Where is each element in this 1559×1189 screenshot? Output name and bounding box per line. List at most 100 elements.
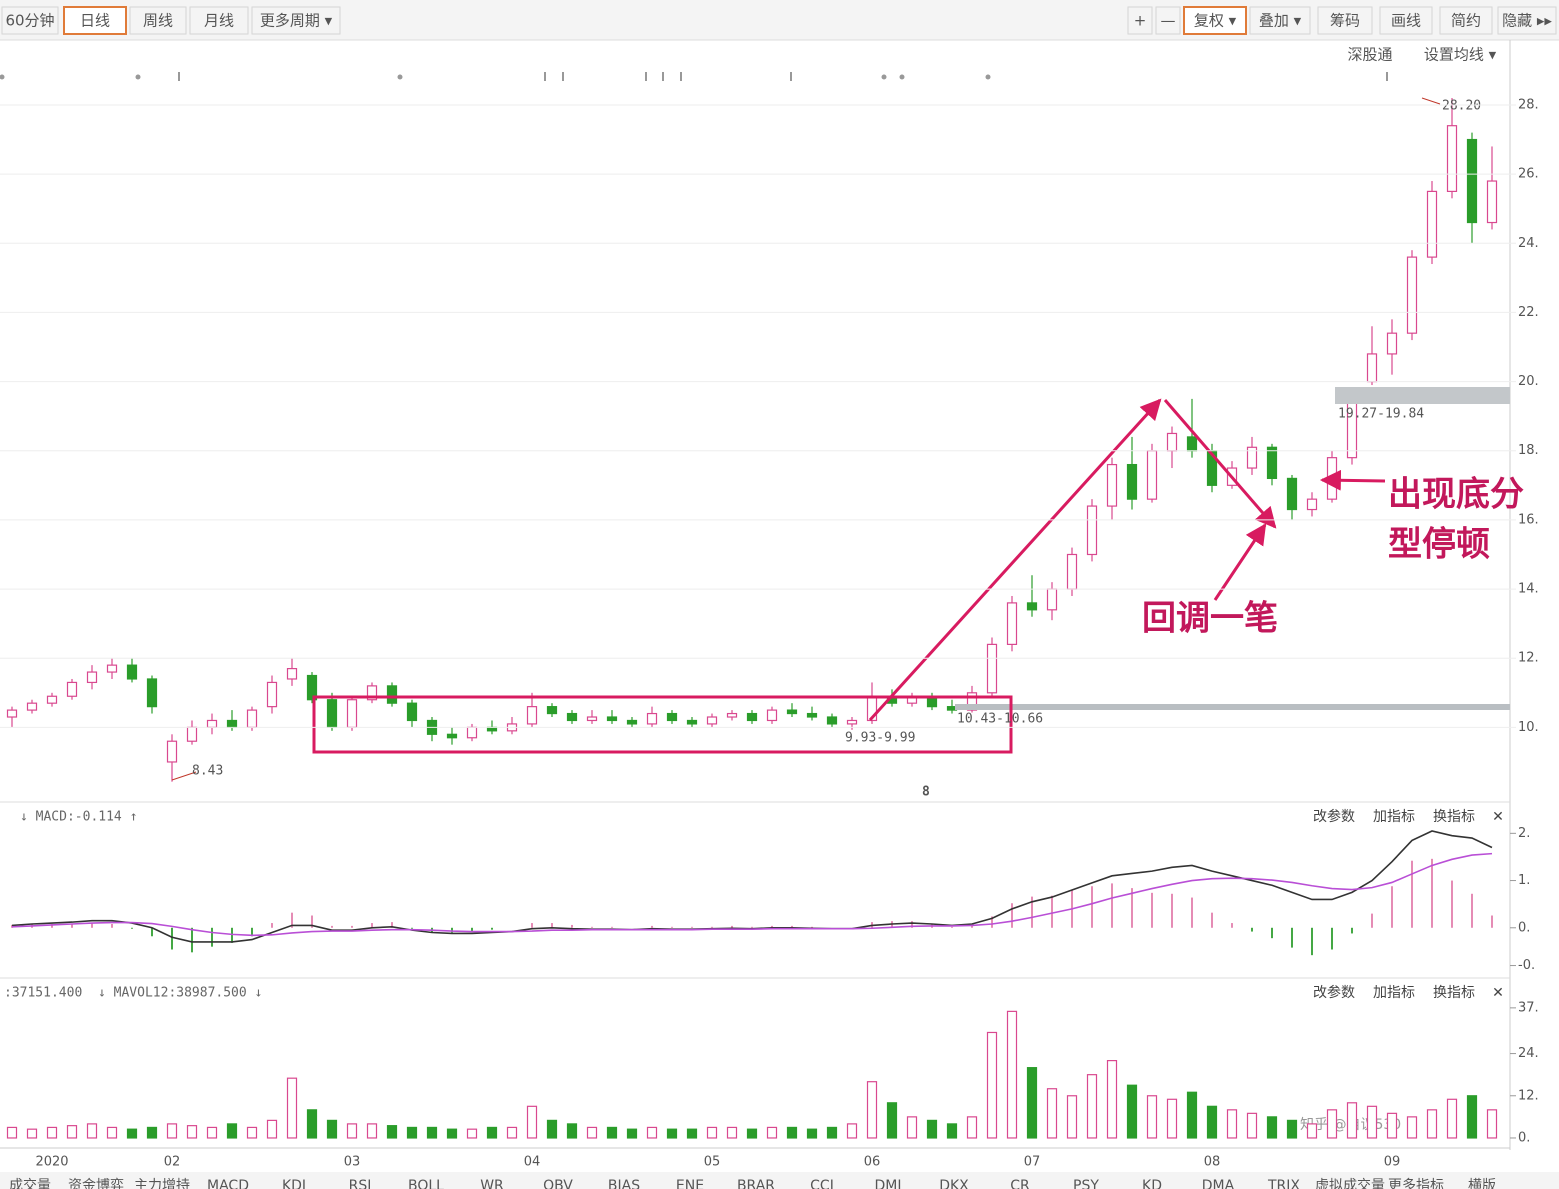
candle-body — [706, 716, 718, 725]
toolbar-button[interactable] — [1, 6, 59, 35]
y-tick-label: 12. — [1518, 651, 1539, 666]
toolbar-button[interactable] — [1249, 6, 1311, 35]
toolbar-text[interactable]: 设置均线 ▾ — [1424, 46, 1497, 64]
candle-body — [486, 726, 498, 732]
indicator-tab[interactable]: OBV — [543, 1178, 573, 1189]
volume-bar — [1146, 1095, 1158, 1139]
toolbar-button-label[interactable]: 筹码 — [1330, 12, 1360, 30]
indicator-tab[interactable]: 成交量 — [9, 1177, 51, 1189]
indicator-tab[interactable]: ENE — [676, 1178, 704, 1189]
toolbar-button-label[interactable]: 简约 — [1451, 12, 1481, 30]
toolbar-button-label[interactable]: 周线 — [143, 12, 173, 30]
toolbar-button[interactable] — [1439, 6, 1493, 35]
panel-button[interactable]: 改参数 — [1313, 808, 1355, 825]
volume-bar — [1226, 1109, 1238, 1139]
volume-bar — [886, 1102, 898, 1139]
candle-body — [806, 712, 818, 718]
volume-bar — [146, 1126, 158, 1139]
toolbar-button[interactable] — [189, 6, 249, 35]
volume-bar — [966, 1116, 978, 1139]
toolbar-button[interactable] — [1155, 6, 1181, 35]
volume-bar — [586, 1126, 598, 1139]
volume-bar — [1066, 1095, 1078, 1139]
candle-body — [26, 702, 38, 711]
candle-body — [826, 716, 838, 725]
volume-bar — [6, 1126, 18, 1139]
panel-button[interactable]: 加指标 — [1373, 985, 1415, 1001]
toolbar-button-label[interactable]: — — [1161, 12, 1176, 30]
indicator-tab[interactable]: RSI — [349, 1178, 372, 1189]
indicator-tab[interactable]: WR — [480, 1178, 504, 1189]
panel-button[interactable]: 换指标 — [1433, 808, 1475, 825]
gap-zone — [1335, 387, 1510, 404]
toolbar-button[interactable] — [251, 6, 341, 35]
toolbar-button-label[interactable]: 画线 — [1391, 12, 1421, 30]
indicator-tab[interactable]: BIAS — [608, 1178, 640, 1189]
indicator-tab[interactable]: KDJ — [282, 1178, 306, 1189]
toolbar-button-label[interactable]: 日线 — [80, 12, 110, 30]
panel-button[interactable]: ✕ — [1492, 985, 1504, 1001]
indicator-tab[interactable]: MACD — [207, 1178, 249, 1189]
panel-button[interactable]: 改参数 — [1313, 984, 1355, 1001]
volume-bar — [46, 1126, 58, 1139]
volume-bar — [1306, 1123, 1318, 1139]
panel-button[interactable]: 加指标 — [1373, 809, 1415, 825]
indicator-tab[interactable]: 虚拟成交量 — [1315, 1177, 1385, 1189]
candle-body — [1066, 553, 1078, 590]
panel-button[interactable]: ✕ — [1492, 809, 1504, 825]
volume-bar — [386, 1125, 398, 1139]
y-tick-label: 0. — [1518, 1130, 1530, 1145]
toolbar-button[interactable] — [1317, 6, 1373, 35]
indicator-tab[interactable]: DMI — [875, 1178, 902, 1189]
y-tick-label: 0. — [1518, 920, 1530, 935]
toolbar-button[interactable] — [63, 6, 127, 35]
toolbar-button[interactable] — [1127, 6, 1153, 35]
indicator-tab[interactable]: BOLL — [408, 1178, 444, 1189]
indicator-tab[interactable]: PSY — [1073, 1178, 1099, 1189]
volume-bar — [866, 1081, 878, 1139]
toolbar-button-label[interactable]: + — [1134, 12, 1147, 30]
toolbar-button-label[interactable]: 60分钟 — [5, 12, 54, 30]
indicator-tab[interactable]: DMA — [1202, 1178, 1235, 1189]
toolbar-button-label[interactable]: 月线 — [204, 12, 234, 30]
toolbar-button-label[interactable]: 隐藏 ▸▸ — [1502, 12, 1552, 30]
indicator-tab[interactable]: 资金博弈 — [68, 1177, 124, 1189]
indicator-tab[interactable]: DKX — [939, 1178, 969, 1189]
candle-body — [66, 681, 78, 697]
candle-body — [666, 712, 678, 722]
indicator-tab[interactable]: BRAR — [737, 1178, 775, 1189]
toolbar-button-label[interactable]: 更多周期 ▾ — [260, 12, 333, 30]
gap-zone — [955, 704, 1510, 710]
macd-line — [11, 830, 1493, 943]
y-tick-label: 37. — [1518, 1000, 1539, 1015]
toolbar-button[interactable] — [1379, 6, 1433, 35]
toolbar-button-label[interactable]: 复权 ▾ — [1194, 12, 1237, 30]
indicator-tab[interactable]: CR — [1010, 1178, 1030, 1189]
volume-bar — [366, 1123, 378, 1139]
volume-bar — [1446, 1098, 1458, 1139]
toolbar-button[interactable] — [1183, 6, 1247, 35]
indicator-tab[interactable]: KD — [1142, 1178, 1162, 1189]
toolbar-button[interactable] — [1497, 6, 1557, 35]
toolbar-button-label[interactable]: 叠加 ▾ — [1259, 12, 1302, 30]
volume-bar — [826, 1126, 838, 1139]
toolbar-button[interactable] — [129, 6, 187, 35]
indicator-tab[interactable]: CCI — [810, 1178, 834, 1189]
y-tick-label: 1. — [1518, 873, 1530, 888]
volume-bar — [946, 1123, 958, 1139]
candle-body — [326, 699, 338, 728]
toolbar-text[interactable]: 深股通 — [1347, 46, 1392, 64]
panel-button[interactable]: 换指标 — [1433, 984, 1475, 1001]
indicator-tab[interactable]: 主力增持 — [134, 1178, 190, 1189]
indicator-header: ↓ MAVOL12:38987.500 ↓ — [98, 986, 262, 1001]
volume-bar — [326, 1119, 338, 1139]
price-label: 8.43 — [192, 764, 223, 779]
indicator-tab[interactable]: TRIX — [1267, 1178, 1300, 1189]
candle-body — [1106, 463, 1118, 507]
indicator-tab[interactable]: 更多指标 — [1388, 1177, 1444, 1189]
volume-bar — [1426, 1109, 1438, 1139]
volume-bar — [766, 1126, 778, 1139]
indicator-tab[interactable]: 横版 — [1468, 1178, 1496, 1189]
candle-body — [1006, 602, 1018, 645]
